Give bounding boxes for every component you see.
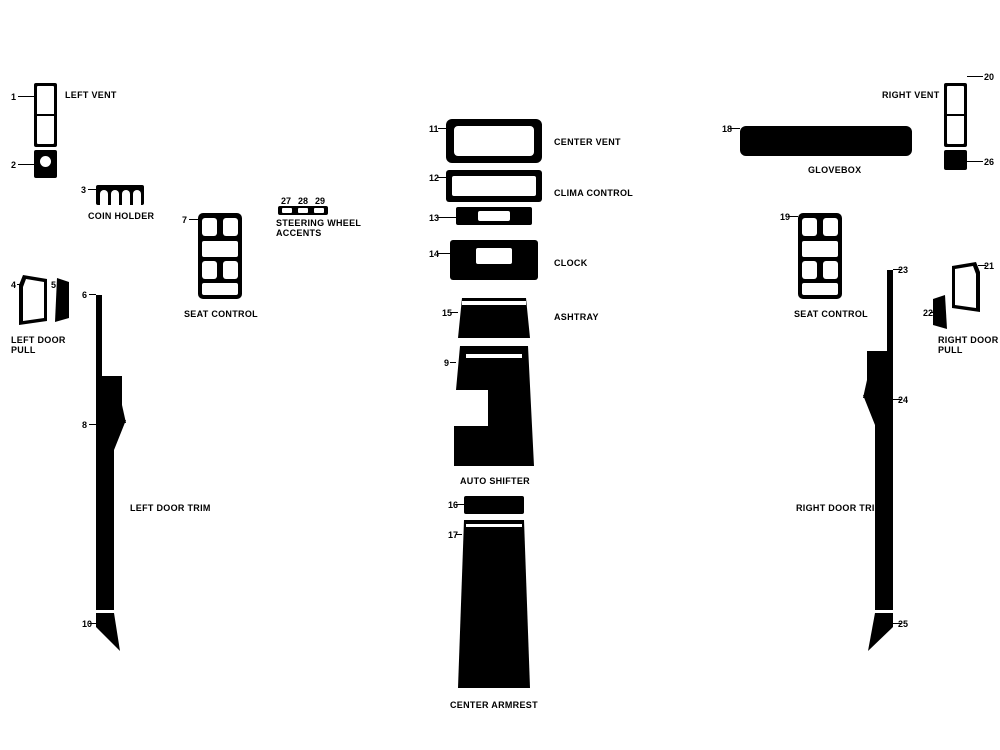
- callout-number: 6: [82, 290, 87, 300]
- part-label: RIGHT DOORPULL: [938, 335, 999, 355]
- part-label: CLIMA CONTROL: [554, 188, 633, 198]
- callout-number: 2: [11, 160, 16, 170]
- callout-number: 25: [898, 619, 908, 629]
- callout-number: 7: [182, 215, 187, 225]
- callout-number: 1: [11, 92, 16, 102]
- left-door-trim-upper: [96, 295, 102, 381]
- callout-number: 26: [984, 157, 994, 167]
- callout-number: 18: [722, 124, 732, 134]
- left-door-pull-b-part: [55, 278, 69, 322]
- part-label: LEFT DOOR TRIM: [130, 503, 211, 513]
- callout-number: 4: [11, 280, 16, 290]
- callout-number: 3: [81, 185, 86, 195]
- callout-number: 19: [780, 212, 790, 222]
- callout-number: 20: [984, 72, 994, 82]
- right-vent-lower-part: [944, 150, 967, 170]
- callout-number: 9: [444, 358, 449, 368]
- left-door-trim-lower: [96, 613, 120, 651]
- left-door-pull-a-part: [17, 273, 49, 327]
- part-label: CENTER VENT: [554, 137, 621, 147]
- part-label: RIGHT VENT: [882, 90, 940, 100]
- callout-number: 10: [82, 619, 92, 629]
- part-label: AUTO SHIFTER: [460, 476, 530, 486]
- part-label: LEFT DOORPULL: [11, 335, 66, 355]
- callout-number: 24: [898, 395, 908, 405]
- callout-number: 11: [429, 124, 439, 134]
- callout-number: 29: [315, 196, 325, 206]
- right-door-trim-upper: [887, 270, 893, 356]
- auto-shifter-part: [454, 346, 534, 466]
- callout-number: 15: [442, 308, 452, 318]
- part-label: CLOCK: [554, 258, 588, 268]
- part-label: CENTER ARMREST: [450, 700, 538, 710]
- callout-number: 28: [298, 196, 308, 206]
- right-door-trim-lower: [868, 613, 893, 651]
- part-label: GLOVEBOX: [808, 165, 861, 175]
- part-label: RIGHT DOOR TRIM: [796, 503, 883, 513]
- callout-number: 16: [448, 500, 458, 510]
- part-label: COIN HOLDER: [88, 211, 154, 221]
- part-label: ASHTRAY: [554, 312, 599, 322]
- callout-number: 5: [51, 280, 56, 290]
- part-label: SEAT CONTROL: [794, 309, 868, 319]
- callout-number: 17: [448, 530, 458, 540]
- callout-number: 22: [923, 308, 933, 318]
- center-armrest-top: [464, 496, 524, 514]
- callout-number: 21: [984, 261, 994, 271]
- callout-number: 23: [898, 265, 908, 275]
- callout-number: 14: [429, 249, 439, 259]
- callout-number: 12: [429, 173, 439, 183]
- part-label: LEFT VENT: [65, 90, 117, 100]
- right-door-pull-a-part: [950, 260, 982, 314]
- callout-number: 27: [281, 196, 291, 206]
- glovebox-part: [740, 126, 912, 156]
- callout-number: 8: [82, 420, 87, 430]
- center-armrest-main: [458, 520, 530, 688]
- part-label: STEERING WHEELACCENTS: [276, 218, 361, 238]
- callout-number: 13: [429, 213, 439, 223]
- part-label: SEAT CONTROL: [184, 309, 258, 319]
- right-door-pull-b-part: [933, 295, 947, 329]
